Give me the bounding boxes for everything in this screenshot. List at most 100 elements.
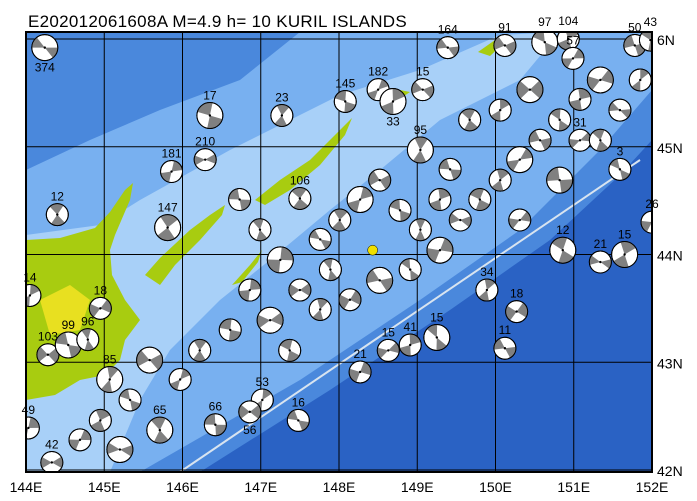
beachball[interactable] — [438, 157, 462, 181]
beachball[interactable] — [468, 188, 492, 212]
beachball[interactable] — [586, 66, 614, 94]
beachball[interactable] — [426, 236, 454, 264]
ocean-deep — [200, 140, 652, 472]
beachball[interactable] — [638, 29, 661, 52]
beachball[interactable] — [154, 214, 182, 242]
beachball[interactable] — [608, 98, 632, 122]
beachball[interactable] — [338, 288, 362, 312]
beachball[interactable] — [238, 278, 262, 302]
beachball[interactable] — [168, 367, 192, 391]
beachball[interactable] — [40, 450, 64, 473]
beachball[interactable] — [288, 278, 312, 302]
beachball[interactable] — [408, 218, 432, 242]
beachball[interactable] — [516, 76, 544, 104]
beachball[interactable] — [398, 258, 422, 282]
compression-quadrant — [401, 258, 420, 281]
beachball[interactable] — [31, 34, 59, 62]
beachball[interactable] — [611, 241, 639, 268]
beachball[interactable] — [528, 128, 552, 152]
beachball[interactable] — [256, 306, 284, 334]
beachball[interactable] — [278, 338, 302, 362]
beachball[interactable] — [368, 168, 392, 192]
beachball[interactable] — [488, 168, 512, 192]
beachball[interactable] — [146, 416, 174, 444]
beachball[interactable] — [17, 416, 40, 440]
beachball[interactable] — [388, 198, 412, 222]
beachball[interactable] — [136, 346, 164, 374]
beachball[interactable] — [160, 160, 184, 184]
beachball[interactable] — [88, 296, 112, 320]
depth-label: 53 — [256, 375, 270, 389]
beachball[interactable] — [346, 186, 374, 214]
depth-label: 42 — [45, 437, 59, 451]
beachball[interactable] — [248, 218, 272, 242]
beachball[interactable] — [376, 338, 400, 362]
beachball[interactable] — [286, 408, 310, 432]
beachball[interactable] — [76, 328, 100, 352]
compression-quadrant — [228, 188, 251, 211]
beachball[interactable] — [228, 188, 252, 212]
beachball[interactable] — [270, 104, 294, 128]
beachball[interactable] — [19, 283, 42, 307]
beachball[interactable] — [436, 36, 460, 60]
beachball[interactable] — [68, 428, 92, 452]
beachball[interactable] — [423, 323, 451, 351]
beachball[interactable] — [493, 336, 517, 360]
main-event-marker[interactable] — [367, 244, 378, 256]
beachball[interactable] — [196, 102, 224, 130]
beachball[interactable] — [628, 68, 652, 92]
beachball[interactable] — [458, 108, 482, 132]
beachball[interactable] — [561, 46, 585, 70]
beachball[interactable] — [218, 318, 242, 342]
compression-quadrant — [569, 88, 591, 111]
beachball[interactable] — [548, 108, 572, 132]
beachball[interactable] — [318, 258, 342, 282]
compression-quadrant — [274, 104, 290, 127]
beachball[interactable] — [531, 29, 559, 56]
compression-quadrant — [26, 284, 40, 307]
beachball[interactable] — [568, 128, 592, 152]
beachball[interactable] — [608, 157, 632, 181]
beachball[interactable] — [193, 148, 217, 172]
beachball[interactable] — [36, 343, 60, 367]
beachball[interactable] — [411, 78, 435, 102]
beachball[interactable] — [406, 136, 434, 164]
beachball[interactable] — [493, 33, 517, 57]
beachball[interactable] — [448, 208, 472, 232]
beachball[interactable] — [549, 236, 577, 264]
beachball[interactable] — [238, 400, 262, 424]
beachball[interactable] — [506, 146, 534, 174]
beachball[interactable] — [308, 297, 332, 321]
beachball[interactable] — [348, 360, 372, 384]
beachball[interactable] — [508, 208, 532, 232]
beachball[interactable] — [96, 365, 124, 393]
beachball[interactable] — [488, 98, 512, 122]
beachball[interactable] — [45, 203, 69, 227]
beachball[interactable] — [546, 166, 574, 194]
beachball[interactable] — [366, 266, 394, 294]
beachball[interactable] — [428, 188, 452, 212]
beachball[interactable] — [308, 227, 332, 251]
beachball[interactable] — [333, 89, 357, 113]
beachball[interactable] — [288, 186, 312, 210]
beachball[interactable] — [379, 87, 407, 115]
beachball[interactable] — [88, 408, 112, 432]
beachball[interactable] — [588, 250, 612, 274]
beachball[interactable] — [505, 300, 529, 324]
beachball[interactable] — [588, 128, 612, 152]
beachball[interactable] — [118, 388, 142, 412]
beachball[interactable] — [203, 413, 227, 437]
beachball[interactable] — [328, 208, 352, 232]
beachball[interactable] — [475, 278, 499, 302]
compression-quadrant — [323, 258, 338, 281]
beachball[interactable] — [188, 338, 212, 362]
beachball[interactable] — [398, 333, 422, 357]
beachball[interactable] — [568, 87, 592, 111]
compression-quadrant — [367, 79, 389, 100]
beachball[interactable] — [266, 246, 294, 274]
focal-mechanisms — [17, 29, 661, 473]
beachball[interactable] — [106, 436, 134, 464]
lat-tick-label: 42N — [657, 463, 683, 479]
kunashir-island — [145, 205, 225, 285]
